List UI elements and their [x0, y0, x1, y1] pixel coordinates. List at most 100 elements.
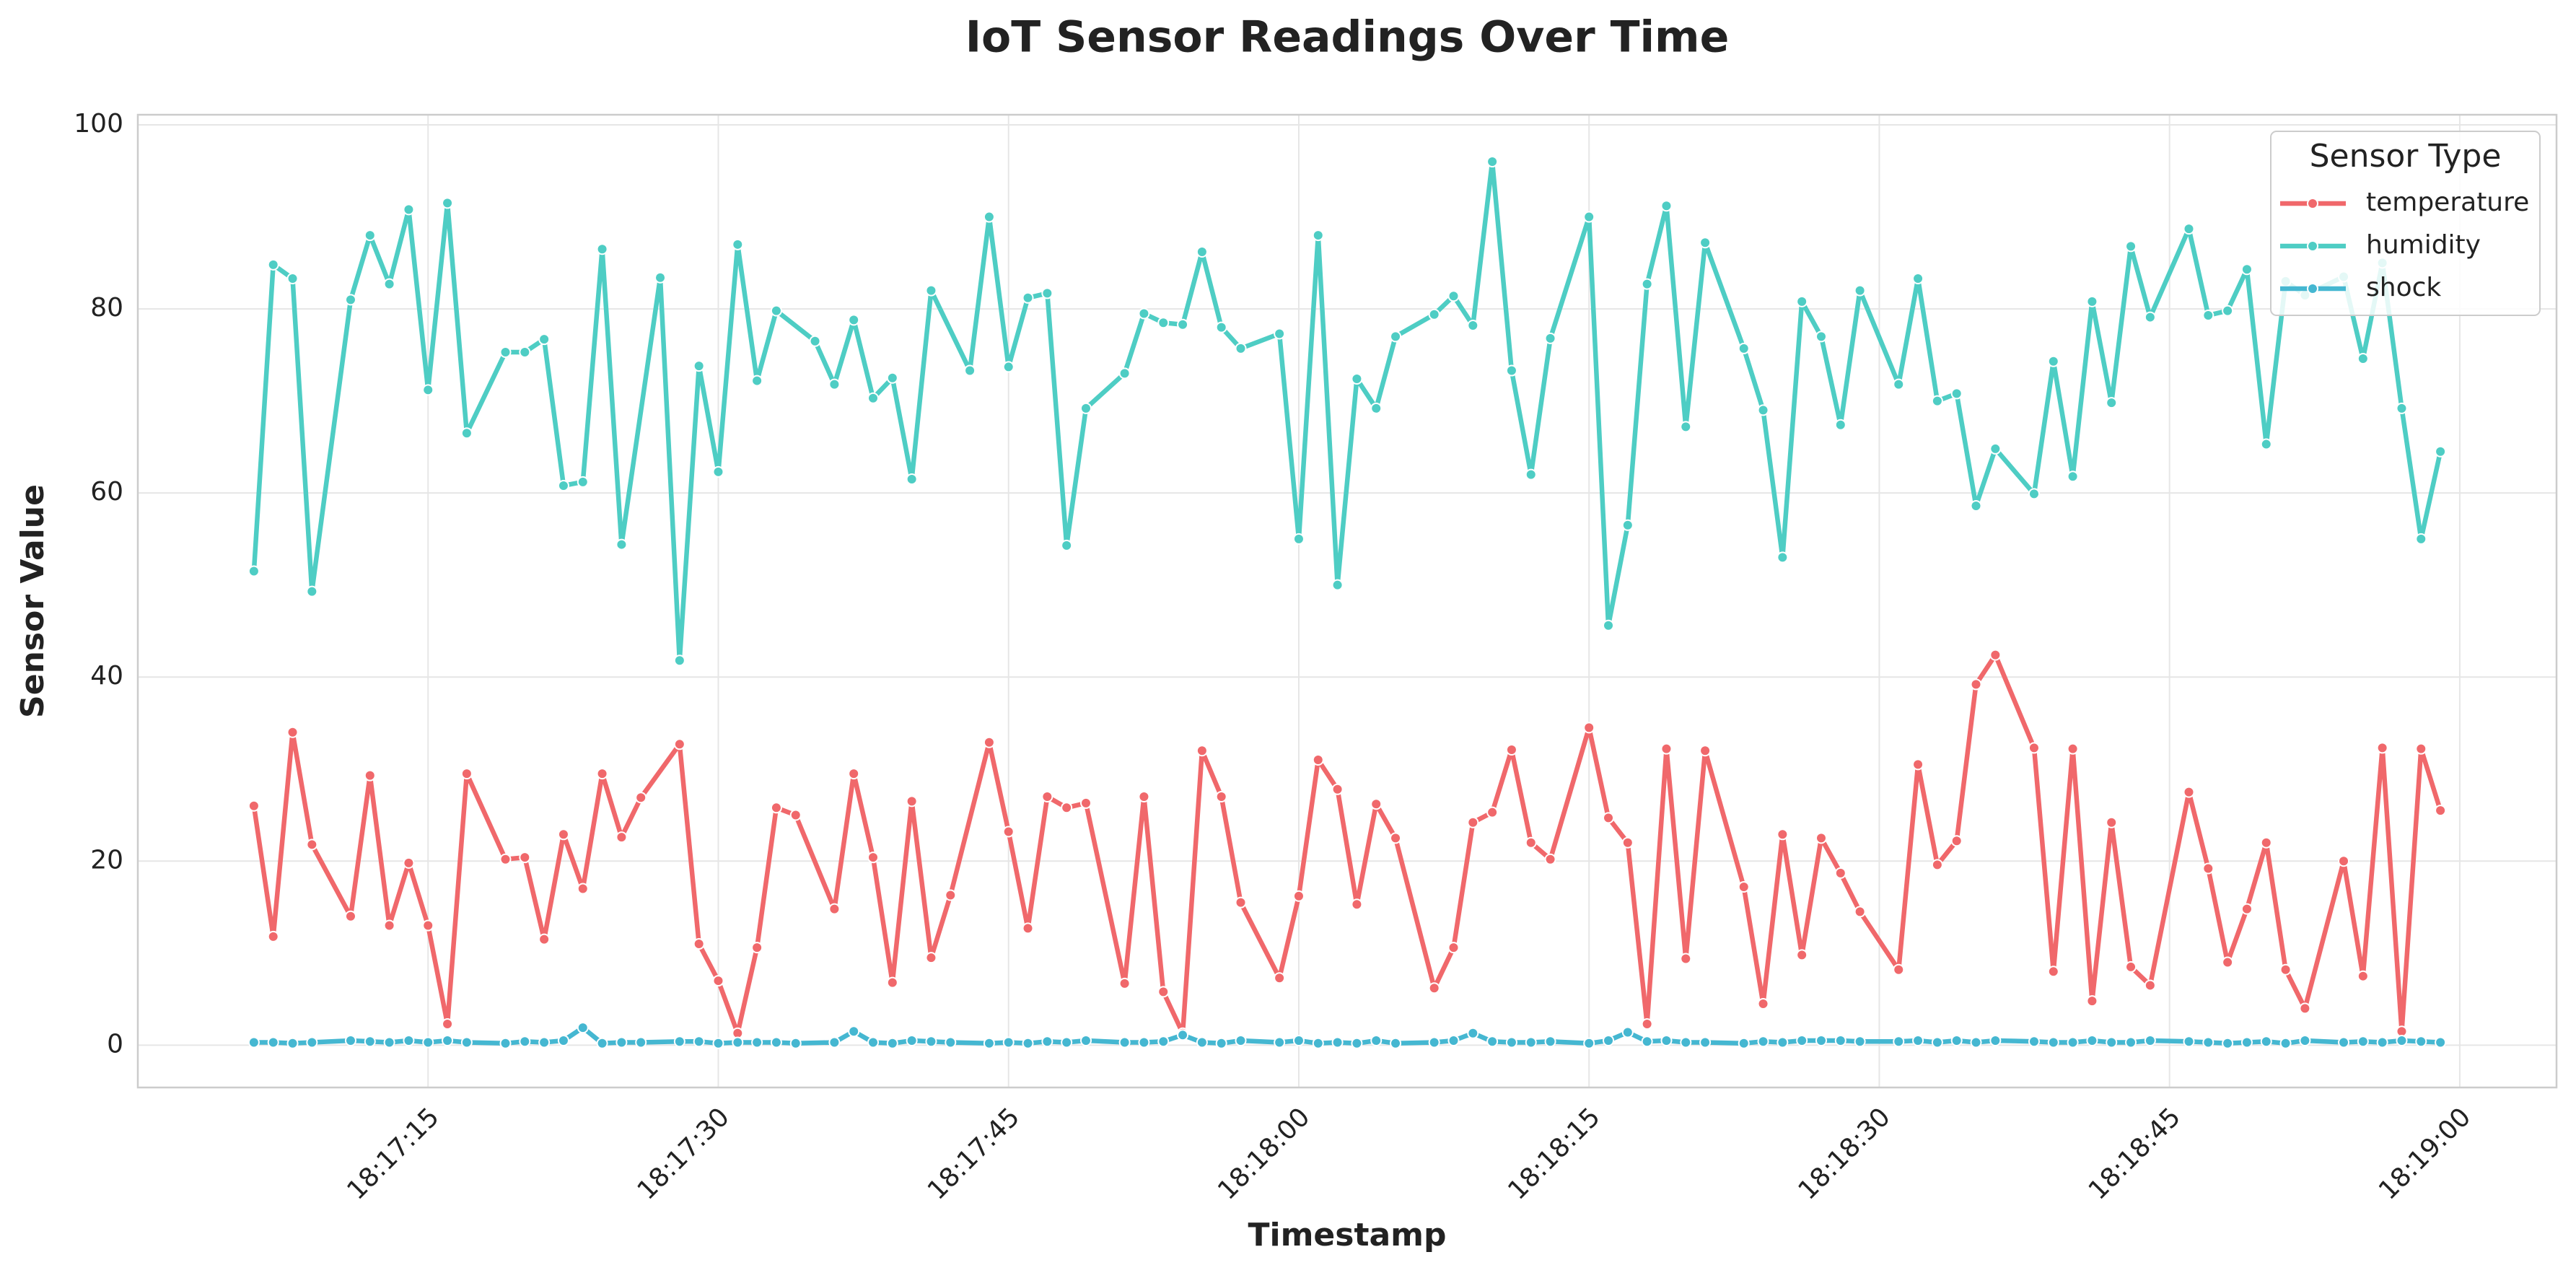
- data-point: [306, 839, 318, 851]
- data-point: [422, 384, 434, 396]
- data-point: [1177, 1029, 1189, 1041]
- data-point: [1699, 237, 1712, 249]
- legend-title: Sensor Type: [2310, 138, 2502, 175]
- data-point: [945, 889, 957, 901]
- data-point: [2086, 995, 2098, 1007]
- data-point: [1641, 1018, 1653, 1030]
- data-point: [519, 852, 531, 864]
- data-point: [1603, 619, 1615, 631]
- data-point: [1177, 318, 1189, 331]
- data-point: [1235, 1034, 1247, 1046]
- data-point: [2222, 1037, 2234, 1049]
- data-point: [557, 828, 569, 841]
- data-point: [1738, 880, 1750, 893]
- data-point: [615, 1036, 628, 1049]
- data-point: [1950, 1034, 1963, 1046]
- data-point: [1196, 246, 1208, 258]
- data-point: [2357, 352, 2369, 364]
- data-point: [635, 792, 647, 804]
- data-point: [1061, 1036, 1073, 1049]
- data-point: [2047, 1036, 2059, 1049]
- data-point: [2222, 956, 2234, 968]
- data-point: [1079, 402, 1092, 414]
- data-point: [2144, 1034, 2156, 1046]
- data-point: [693, 1036, 705, 1048]
- data-point: [267, 930, 279, 942]
- data-point: [1525, 836, 1537, 849]
- data-point: [2047, 355, 2059, 367]
- data-point: [2106, 397, 2118, 409]
- data-point: [1912, 1034, 1924, 1046]
- data-point: [886, 976, 898, 989]
- data-point: [1757, 997, 1769, 1010]
- data-point: [1292, 533, 1305, 545]
- data-point: [1660, 1034, 1673, 1046]
- data-point: [1931, 859, 1943, 871]
- data-point: [1486, 806, 1499, 818]
- data-point: [2183, 1036, 2195, 1048]
- data-point: [2067, 471, 2079, 483]
- data-point: [1118, 1036, 1131, 1049]
- data-point: [1467, 320, 1479, 332]
- data-point: [247, 565, 260, 577]
- data-point: [403, 203, 415, 216]
- data-point: [1893, 378, 1905, 390]
- data-point: [1370, 402, 1383, 414]
- series-line: [253, 1025, 2441, 1046]
- data-point: [828, 378, 841, 390]
- data-point: [442, 197, 454, 209]
- data-point: [596, 1037, 608, 1049]
- data-point: [789, 1037, 802, 1049]
- data-point: [1989, 649, 2002, 661]
- data-point: [2125, 240, 2137, 253]
- data-point: [1118, 977, 1131, 989]
- data-point: [2144, 311, 2156, 323]
- data-point: [1893, 1036, 1905, 1048]
- data-point: [247, 800, 260, 812]
- data-point: [1834, 419, 1846, 431]
- data-point: [673, 738, 685, 750]
- data-point: [422, 919, 434, 932]
- data-point: [2338, 1036, 2350, 1049]
- data-point: [848, 768, 860, 780]
- data-point: [1370, 798, 1383, 810]
- data-point: [499, 346, 512, 359]
- data-point: [2222, 305, 2234, 317]
- data-point: [1699, 745, 1712, 757]
- legend-label: humidity: [2366, 230, 2481, 260]
- data-point: [2202, 310, 2214, 322]
- data-point: [906, 1034, 918, 1046]
- data-point: [867, 852, 880, 864]
- y-tick-label: 80: [90, 293, 123, 323]
- data-point: [519, 1036, 531, 1048]
- data-point: [442, 1034, 454, 1046]
- y-tick-label: 40: [90, 661, 123, 691]
- data-point: [1351, 898, 1363, 911]
- data-point: [2240, 903, 2253, 915]
- data-point: [596, 768, 608, 780]
- data-point: [1390, 1037, 1402, 1049]
- data-point: [886, 1037, 898, 1049]
- data-point: [344, 910, 356, 922]
- data-point: [732, 238, 744, 250]
- data-point: [906, 473, 918, 486]
- data-point: [2067, 1036, 2079, 1049]
- data-point: [1796, 1034, 1808, 1046]
- data-point: [1854, 1036, 1866, 1048]
- data-point: [1274, 1036, 1286, 1049]
- data-point: [577, 476, 589, 488]
- data-point: [1931, 1036, 1943, 1049]
- data-point: [538, 1036, 551, 1049]
- data-point: [2299, 1034, 2311, 1046]
- data-point: [983, 1037, 995, 1049]
- data-point: [2260, 438, 2272, 450]
- data-point: [983, 211, 995, 223]
- data-point: [1970, 500, 1982, 512]
- data-point: [693, 938, 705, 950]
- data-point: [1660, 743, 1673, 755]
- data-point: [1447, 942, 1460, 954]
- data-point: [499, 1037, 512, 1049]
- data-point: [2067, 743, 2079, 755]
- data-point: [1292, 1034, 1305, 1046]
- data-point: [848, 1025, 860, 1038]
